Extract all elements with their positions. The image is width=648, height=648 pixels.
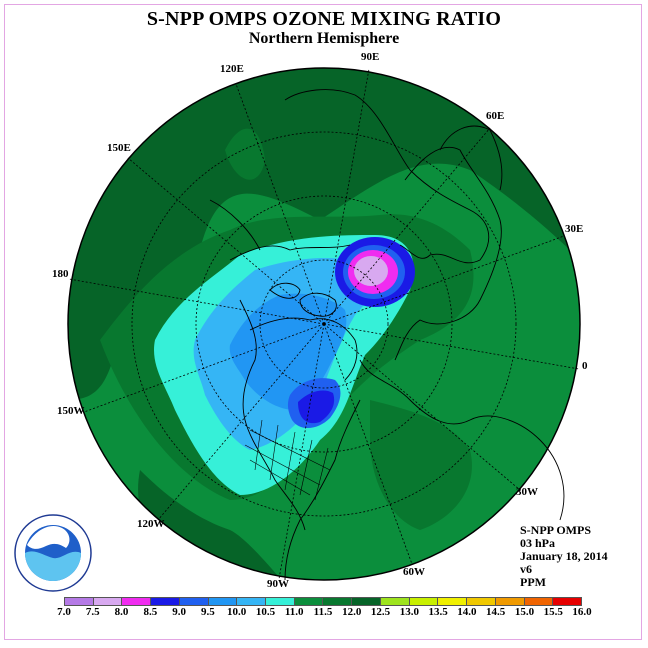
colorbar-tick-label: 9.0 — [172, 606, 186, 618]
colorbar-segment — [553, 598, 581, 605]
state-borders — [244, 419, 331, 501]
lon-label-90w: 90W — [267, 578, 289, 590]
ozone-region-9 — [298, 390, 335, 424]
colorbar-segment — [380, 598, 410, 605]
colorbar-segment — [151, 598, 180, 605]
colorbar-tick-label: 8.0 — [114, 606, 129, 618]
colorbar-segment — [294, 598, 324, 605]
colorbar-segment — [65, 598, 94, 605]
colorbar-tick-label: 12.5 — [370, 606, 391, 618]
ozone-field — [68, 68, 580, 580]
colorbar-segment — [409, 598, 439, 605]
colorbar-segment — [122, 598, 152, 605]
lon-label-90e: 90E — [361, 51, 380, 63]
colorbar-tick-label: 9.5 — [201, 606, 215, 618]
lon-label-120e: 120E — [220, 63, 244, 75]
info-level: 03 hPa — [520, 536, 556, 550]
info-units: PPM — [520, 575, 546, 589]
map-title: S-NPP OMPS OZONE MIXING RATIO — [146, 8, 502, 30]
colorbar-segment — [467, 598, 496, 605]
colorbar-tick-label: 11.5 — [313, 606, 333, 618]
figure-frame — [4, 4, 642, 640]
vortex-region-7-5 — [354, 256, 388, 286]
colorbar-segment — [524, 598, 554, 605]
lon-label-150e: 150E — [107, 142, 131, 154]
colorbar-tick-label: 15.5 — [543, 606, 563, 618]
colorbar-tick-label: 8.5 — [143, 606, 158, 618]
colorbar-tick-label: 13.0 — [399, 606, 419, 618]
colorbar-segment — [179, 598, 209, 605]
colorbar-segment — [237, 598, 267, 605]
ozone-region-11-5-asia — [225, 128, 265, 180]
colorbar-segment — [266, 598, 295, 605]
colorbar-segment — [208, 598, 238, 605]
info-instrument: S-NPP OMPS — [520, 523, 591, 537]
colorbar-segment — [323, 598, 353, 605]
colorbar-segment — [495, 598, 525, 605]
colorbar-tick-label: 13.5 — [428, 606, 448, 618]
colorbar-tick-label: 14.5 — [486, 606, 506, 618]
colorbar-segment — [93, 598, 123, 605]
noaa-logo — [14, 514, 92, 592]
colorbar-tick-label: 10.0 — [227, 606, 247, 618]
colorbar-segment — [438, 598, 468, 605]
lon-label-30w: 30W — [516, 486, 538, 498]
colorbar-tick-label: 14.0 — [457, 606, 477, 618]
colorbar-tick-label: 11.0 — [284, 606, 304, 618]
colorbar-tick-label: 7.0 — [57, 606, 71, 618]
colorbar-tick-label: 16.0 — [572, 606, 592, 618]
graticule — [68, 68, 580, 580]
lon-label-60w: 60W — [403, 566, 425, 578]
map-subtitle: Northern Hemisphere — [248, 30, 400, 47]
colorbar-segment — [352, 598, 381, 605]
lon-label-150w: 150W — [57, 405, 85, 417]
colorbar — [64, 597, 582, 606]
lon-label-30e: 30E — [565, 223, 584, 235]
colorbar-tick-label: 12.0 — [342, 606, 362, 618]
ozone-region-11-5-south — [370, 400, 472, 530]
info-version: v6 — [520, 562, 532, 576]
ozone-region-12-north — [68, 68, 580, 400]
info-date: January 18, 2014 — [520, 549, 608, 563]
lon-label-120w: 120W — [137, 518, 165, 530]
colorbar-tick-label: 15.0 — [514, 606, 535, 618]
colorbar-tick-label: 7.5 — [85, 606, 100, 618]
lon-label-0: 0 — [582, 360, 588, 372]
map-boundary — [67, 67, 581, 581]
lon-label-60e: 60E — [486, 110, 505, 122]
lon-label-180: 180 — [52, 268, 69, 280]
coastlines — [209, 89, 565, 581]
colorbar-tick-label: 10.5 — [255, 606, 276, 618]
